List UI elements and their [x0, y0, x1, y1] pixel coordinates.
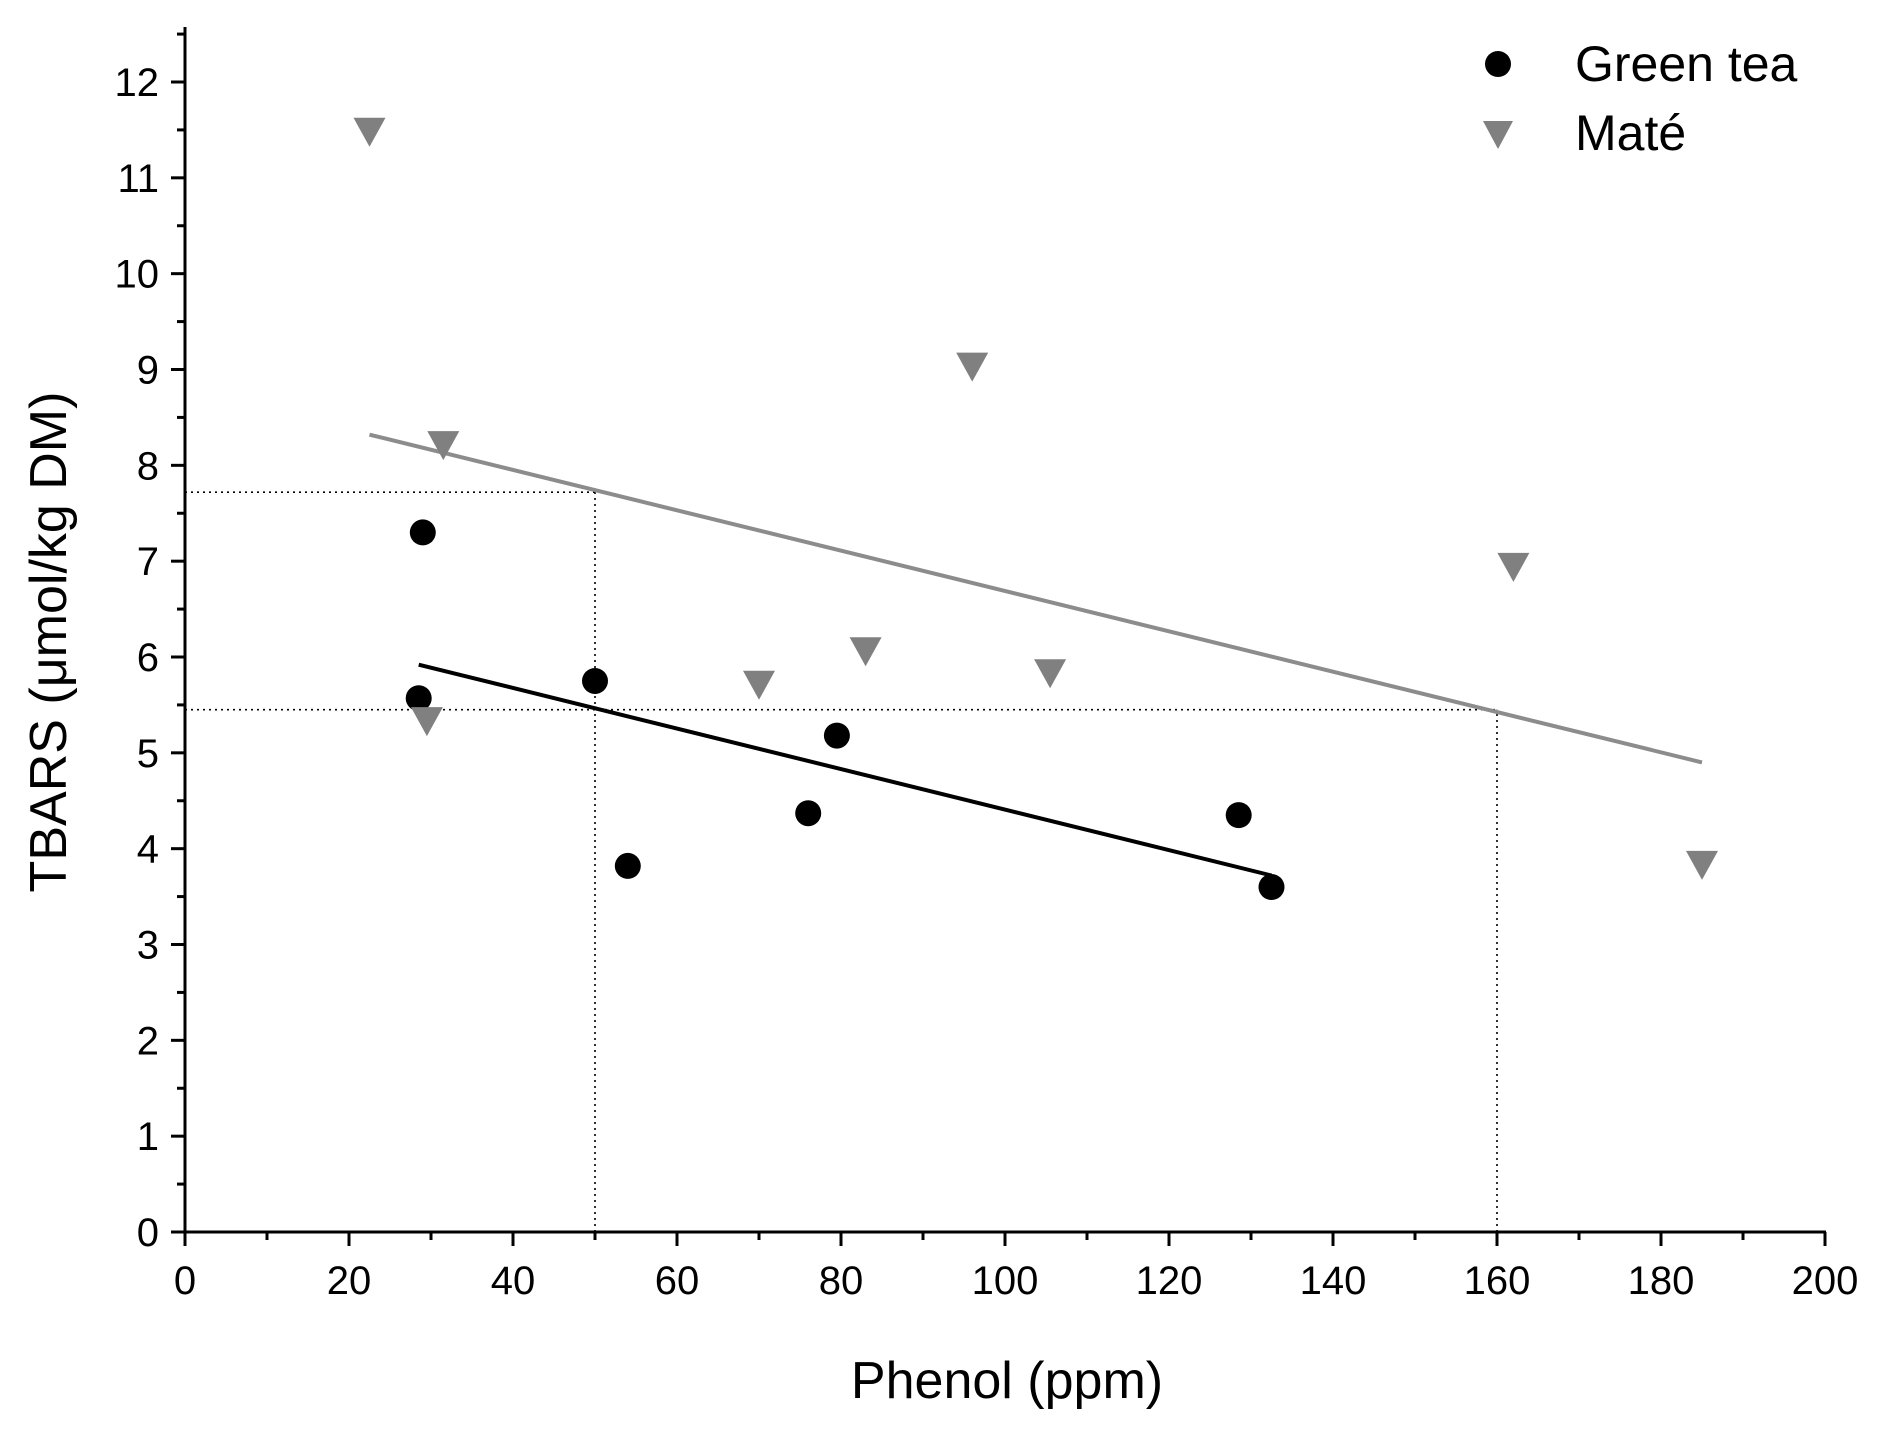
x-tick-label-160: 160 — [1464, 1259, 1531, 1303]
y-tick-label-8: 8 — [137, 444, 159, 488]
point-green-tea-5 — [823, 722, 850, 749]
point-mate-5 — [956, 352, 989, 382]
y-tick-label-3: 3 — [137, 924, 159, 968]
x-tick-label-0: 0 — [174, 1259, 196, 1303]
point-green-tea-2 — [582, 667, 608, 694]
point-green-tea-7 — [1258, 874, 1285, 900]
y-tick-label-6: 6 — [137, 636, 159, 680]
y-tick-label-0: 0 — [137, 1211, 159, 1255]
point-green-tea-3 — [614, 852, 641, 879]
y-tick-label-2: 2 — [137, 1019, 159, 1063]
y-axis-title: TBARS (μmol/kg DM) — [20, 392, 78, 893]
data-points — [353, 117, 1718, 900]
point-green-tea-1 — [405, 685, 432, 712]
y-tick-label-5: 5 — [137, 732, 159, 776]
legend: Green tea Maté — [1483, 36, 1798, 161]
axes — [183, 27, 1826, 1234]
point-mate-7 — [1497, 552, 1530, 582]
x-tick-label-100: 100 — [972, 1259, 1039, 1303]
x-tick-label-60: 60 — [655, 1259, 700, 1303]
y-tick-label-1: 1 — [137, 1115, 159, 1159]
point-green-tea-0 — [409, 519, 436, 546]
point-mate-8 — [1686, 850, 1718, 880]
y-tick-label-10: 10 — [115, 253, 160, 297]
legend-label-green-tea: Green tea — [1575, 36, 1798, 92]
reference-lines — [185, 491, 1498, 1232]
point-mate-6 — [1034, 659, 1067, 689]
point-mate-3 — [743, 670, 775, 700]
y-tick-label-4: 4 — [137, 828, 159, 872]
x-tick-label-80: 80 — [819, 1259, 864, 1303]
legend-marker-green-tea — [1485, 51, 1511, 77]
x-tick-label-120: 120 — [1136, 1259, 1203, 1303]
point-mate-0 — [353, 117, 386, 147]
x-axis-title: Phenol (ppm) — [851, 1352, 1163, 1410]
point-mate-1 — [427, 431, 460, 461]
axis-ticks: 0 20 40 60 80 100 120 140 160 180 2000123456789101… — [115, 32, 1859, 1303]
y-tick-label-9: 9 — [137, 349, 159, 393]
y-tick-label-12: 12 — [115, 61, 160, 105]
point-green-tea-4 — [795, 800, 822, 827]
x-tick-label-200: 200 — [1792, 1259, 1859, 1303]
legend-label-mate: Maté — [1575, 105, 1686, 161]
legend-marker-mate — [1483, 121, 1513, 149]
y-tick-label-7: 7 — [137, 540, 159, 584]
y-tick-label-11: 11 — [117, 157, 159, 201]
x-tick-label-40: 40 — [491, 1259, 536, 1303]
point-mate-2 — [410, 707, 443, 737]
fit-line-green-tea — [418, 662, 1272, 878]
regression-lines — [369, 432, 1703, 878]
x-tick-label-180: 180 — [1628, 1259, 1695, 1303]
x-tick-label-20: 20 — [327, 1259, 372, 1303]
fit-line-mate — [369, 432, 1703, 765]
point-green-tea-6 — [1225, 802, 1252, 829]
point-mate-4 — [849, 637, 882, 667]
x-tick-label-140: 140 — [1300, 1259, 1367, 1303]
